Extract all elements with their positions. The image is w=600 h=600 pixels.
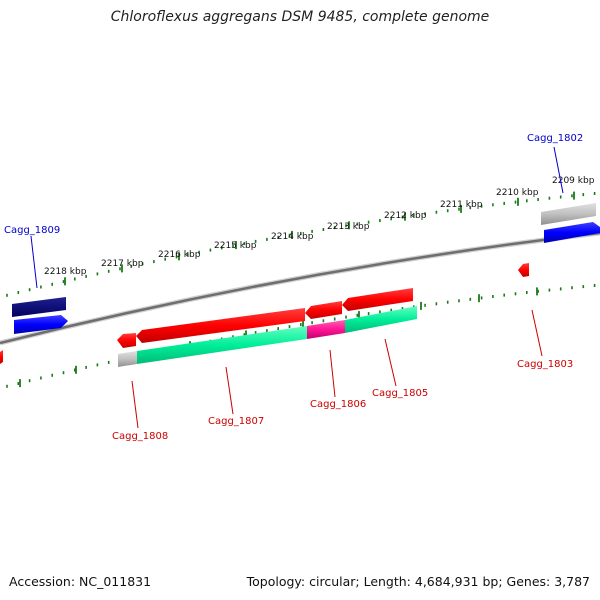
- feature-gray-lower[interactable]: [118, 351, 137, 367]
- scale-label-2218: 2218 kbp: [44, 267, 87, 277]
- scale-label-2210: 2210 kbp: [496, 188, 539, 198]
- gene-cagg-1805-arrow[interactable]: [342, 288, 413, 311]
- feature-gray-right[interactable]: [541, 203, 596, 225]
- label-cagg-1809[interactable]: Cagg_1809: [4, 225, 60, 236]
- leader-cagg-1806: [329, 349, 336, 398]
- scale-label-2214: 2214 kbp: [271, 232, 314, 242]
- label-cagg-1806[interactable]: Cagg_1806: [310, 399, 366, 410]
- feature-green-1807[interactable]: [137, 326, 307, 364]
- scale-label-2213: 2213 kbp: [327, 222, 370, 232]
- label-cagg-1805[interactable]: Cagg_1805: [372, 388, 428, 399]
- genome-backbone-core: [0, 231, 600, 345]
- label-cagg-1802[interactable]: Cagg_1802: [527, 133, 583, 144]
- feature-green-1805[interactable]: [345, 306, 417, 333]
- leader-cagg-1807: [225, 366, 234, 415]
- outer-scale-ticks: [6, 191, 596, 297]
- leader-cagg-1808: [131, 380, 139, 429]
- feature-magenta-1806[interactable]: [307, 320, 345, 339]
- scale-label-2215: 2215 kbp: [214, 241, 257, 251]
- scale-label-2217: 2217 kbp: [101, 259, 144, 269]
- scale-label-2216: 2216 kbp: [158, 250, 201, 260]
- label-cagg-1807[interactable]: Cagg_1807: [208, 416, 264, 427]
- scale-label-2209: 2209 kbp: [552, 176, 595, 186]
- gene-cagg-1806-arrow[interactable]: [305, 301, 342, 319]
- gene-cagg-1807-arrow[interactable]: [136, 308, 305, 343]
- leader-cagg-1803: [531, 309, 543, 357]
- scale-label-2211: 2211 kbp: [440, 200, 483, 210]
- leader-cagg-1809: [30, 235, 38, 289]
- gene-cagg-1803-arrow[interactable]: [518, 263, 529, 277]
- scale-label-2212: 2212 kbp: [384, 211, 427, 221]
- leader-cagg-1802: [553, 146, 564, 194]
- gene-left-edge-arrow[interactable]: [0, 350, 3, 364]
- map-title: Chloroflexus aggregans DSM 9485, complet…: [110, 9, 490, 25]
- genome-backbone: [0, 230, 600, 346]
- label-cagg-1803[interactable]: Cagg_1803: [517, 359, 573, 370]
- gene-cagg-1808-arrow[interactable]: [117, 333, 136, 348]
- feature-navy-left[interactable]: [12, 297, 66, 317]
- label-cagg-1808[interactable]: Cagg_1808: [112, 431, 168, 442]
- gene-cagg-1802[interactable]: [544, 222, 600, 243]
- summary-text: Topology: circular; Length: 4,684,931 bp…: [246, 574, 590, 589]
- gene-cagg-1809[interactable]: [14, 315, 68, 334]
- accession-text: Accession: NC_011831: [9, 574, 152, 589]
- leader-cagg-1805: [384, 338, 397, 387]
